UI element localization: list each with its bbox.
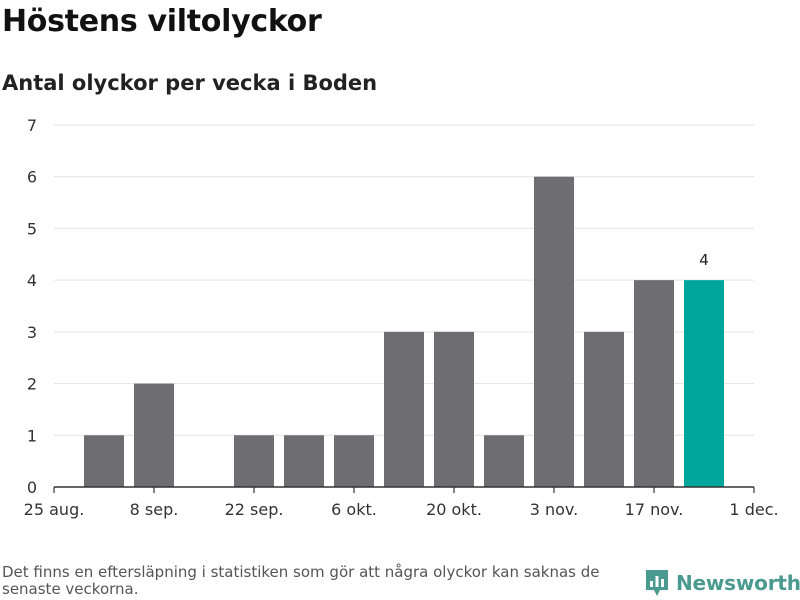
brand-name: Newsworthy (676, 571, 800, 595)
brand-logo[interactable]: Newsworthy (644, 568, 800, 598)
bar (384, 331, 424, 487)
bar (234, 435, 274, 487)
bar (84, 435, 124, 487)
bar (584, 331, 624, 487)
x-tick-label: 1 dec. (729, 500, 778, 519)
bar (334, 435, 374, 487)
bar (134, 383, 174, 487)
y-tick-label: 6 (27, 168, 37, 187)
bar (534, 176, 574, 487)
x-tick-label: 3 nov. (530, 500, 579, 519)
bars (84, 176, 724, 487)
footnote: Det finns en eftersläpning i statistiken… (2, 563, 600, 598)
bar-chart-logo-icon (646, 570, 668, 596)
x-axis (53, 486, 755, 493)
highlighted-bar (684, 280, 724, 487)
bar (434, 331, 474, 487)
y-tick-label: 7 (27, 116, 37, 135)
y-tick-label: 1 (27, 426, 37, 445)
x-tick-label: 6 okt. (331, 500, 377, 519)
x-tick-label: 25 aug. (24, 500, 85, 519)
y-tick-label: 5 (27, 219, 37, 238)
bar-chart: 0 1 2 3 4 5 6 7 4 25 aug. 8 sep. 22 sep. 6 okt. 20 ok… (24, 116, 779, 519)
chart-subtitle: Antal olyckor per vecka i Boden (2, 71, 378, 95)
y-tick-label: 2 (27, 375, 37, 394)
y-tick-label: 3 (27, 323, 37, 342)
x-tick-label: 20 okt. (426, 500, 482, 519)
bar (634, 280, 674, 487)
data-label: 4 (699, 251, 709, 269)
chart-title: Höstens viltolyckor (2, 4, 322, 39)
y-tick-label: 4 (27, 271, 37, 290)
tick-labels: 0 1 2 3 4 5 6 7 4 25 aug. 8 sep. 22 sep. 6 okt. 20 ok… (24, 116, 779, 519)
bar (284, 435, 324, 487)
bar (484, 435, 524, 487)
x-tick-label: 22 sep. (225, 500, 284, 519)
x-tick-label: 8 sep. (130, 500, 179, 519)
x-tick-label: 17 nov. (625, 500, 684, 519)
y-tick-label: 0 (27, 478, 37, 497)
